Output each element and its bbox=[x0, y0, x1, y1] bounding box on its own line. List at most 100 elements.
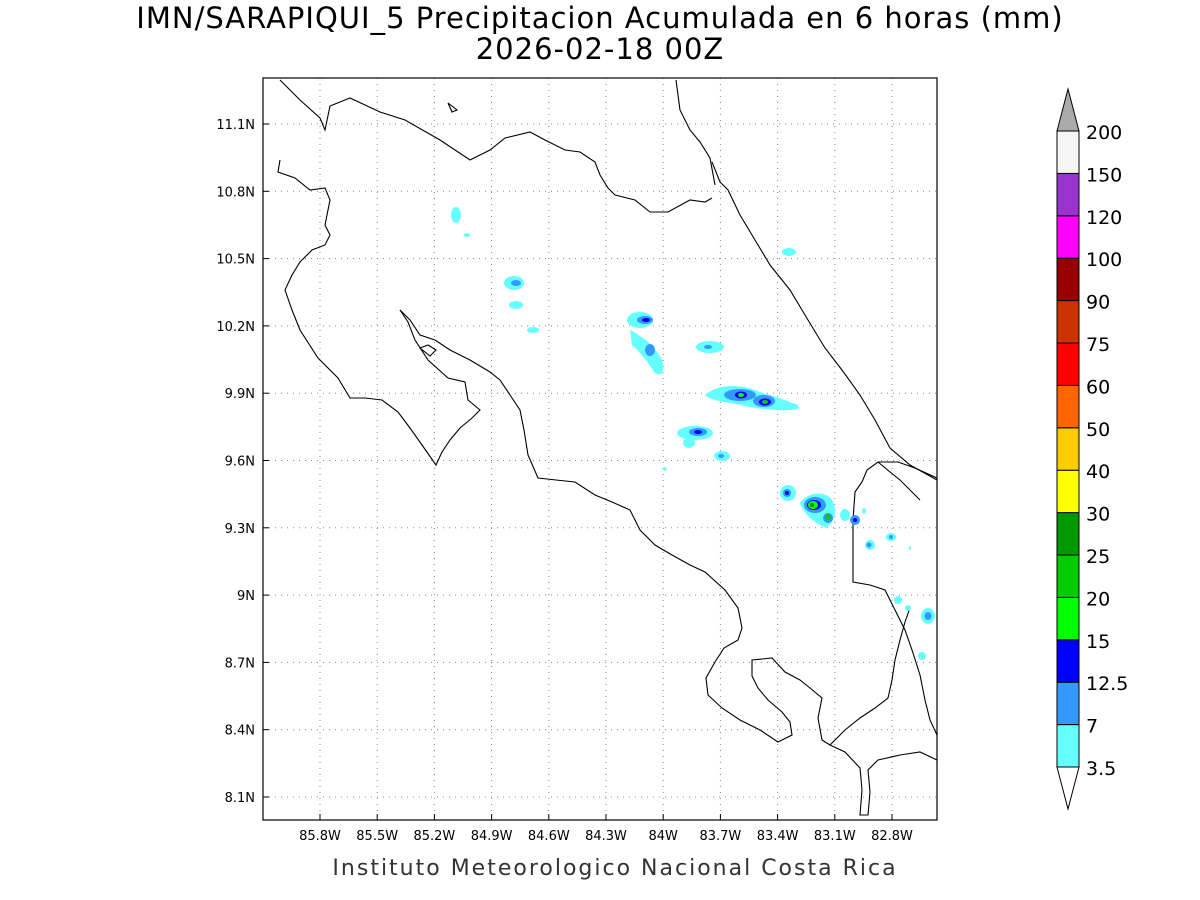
lon-tick-label: 85.8W bbox=[299, 829, 341, 844]
lon-tick-label: 84W bbox=[648, 829, 678, 844]
colorbar-swatch bbox=[1056, 469, 1080, 514]
precip-area bbox=[527, 327, 539, 333]
colorbar-swatch bbox=[1056, 172, 1080, 217]
map-subtitle-date: 2026-02-18 00Z bbox=[475, 32, 725, 66]
colorbar-lower-arrow bbox=[1056, 766, 1080, 811]
precip-area bbox=[509, 301, 523, 309]
latitude-axis: 11.1N 10.8N 10.5N 10.2N 9.9N 9.6N 9.3N 9N 8.7N 8.… bbox=[216, 118, 269, 806]
precip-area bbox=[683, 438, 695, 448]
bocas-coast bbox=[877, 461, 921, 501]
coastlines bbox=[277, 79, 937, 816]
precip-area bbox=[718, 454, 724, 458]
precip-area bbox=[924, 612, 932, 620]
lat-tick-label: 8.7N bbox=[225, 656, 255, 671]
caribbean-coast bbox=[711, 161, 937, 481]
colorbar-label: 100 bbox=[1086, 249, 1122, 271]
colorbar-swatch bbox=[1056, 342, 1080, 386]
longitude-axis: 85.8W 85.5W 85.2W 84.9W 84.6W 84.3W 84W 83.7W 83… bbox=[299, 814, 913, 844]
nicaragua-border bbox=[279, 79, 713, 213]
lat-tick-label: 8.4N bbox=[225, 724, 255, 739]
colorbar-swatch bbox=[1056, 130, 1080, 174]
colorbar-label: 12.5 bbox=[1086, 673, 1128, 695]
lat-tick-label: 9.3N bbox=[225, 522, 255, 537]
colorbar-swatch bbox=[1056, 724, 1080, 768]
colorbar-label: 200 bbox=[1086, 122, 1122, 144]
precip-area bbox=[785, 491, 789, 495]
nicaragua-east-coast bbox=[675, 79, 716, 186]
pacific-coast bbox=[277, 159, 481, 467]
precip-area bbox=[905, 605, 911, 611]
colorbar-swatch bbox=[1056, 215, 1080, 259]
lat-tick-label: 10.5N bbox=[216, 253, 255, 268]
colorbar-label: 50 bbox=[1086, 419, 1110, 441]
precip-area bbox=[782, 403, 798, 409]
lon-tick-label: 83.4W bbox=[757, 829, 799, 844]
lon-tick-label: 83.1W bbox=[814, 829, 856, 844]
panama-border bbox=[852, 461, 937, 611]
precip-area bbox=[642, 318, 650, 322]
colorbar-swatch bbox=[1056, 554, 1080, 598]
colorbar-label: 120 bbox=[1086, 207, 1122, 229]
precip-area bbox=[451, 207, 461, 223]
precip-area bbox=[738, 393, 744, 397]
footer-credit: Instituto Meteorologico Nacional Costa R… bbox=[332, 856, 898, 881]
osa-burica bbox=[829, 744, 937, 816]
lat-tick-label: 10.2N bbox=[216, 320, 255, 335]
map-title: IMN/SARAPIQUI_5 Precipitacion Acumulada … bbox=[136, 1, 1064, 35]
colorbar-label: 90 bbox=[1086, 292, 1110, 314]
lon-tick-label: 82.8W bbox=[871, 829, 913, 844]
precip-area bbox=[782, 248, 796, 256]
colorbar-label: 150 bbox=[1086, 164, 1122, 186]
colorbar-swatch bbox=[1056, 300, 1080, 344]
colorbar-label: 3.5 bbox=[1086, 758, 1116, 780]
precip-area bbox=[889, 535, 893, 539]
color-legend: 3.5 7 12.5 15 20 25 30 40 50 60 75 90 100 120 150 200 bbox=[1056, 87, 1128, 811]
colorbar-swatch bbox=[1056, 427, 1080, 471]
lat-tick-label: 9N bbox=[237, 589, 255, 604]
colorbar-label: 7 bbox=[1086, 716, 1098, 738]
colorbar-label: 30 bbox=[1086, 504, 1110, 526]
precip-area bbox=[866, 542, 872, 548]
colorbar-swatch bbox=[1056, 596, 1080, 641]
precip-area bbox=[918, 652, 926, 660]
precip-area bbox=[862, 508, 866, 514]
colorbar-label: 40 bbox=[1086, 461, 1110, 483]
lat-tick-label: 11.1N bbox=[216, 118, 255, 133]
lon-tick-label: 84.6W bbox=[528, 829, 570, 844]
precip-area bbox=[464, 233, 470, 237]
precip-area bbox=[511, 280, 521, 286]
precip-area bbox=[894, 596, 902, 604]
precip-area bbox=[645, 344, 655, 356]
lon-tick-label: 84.3W bbox=[585, 829, 627, 844]
lat-tick-label: 10.8N bbox=[216, 185, 255, 200]
precip-area bbox=[853, 518, 857, 522]
lon-tick-label: 84.9W bbox=[471, 829, 513, 844]
colorbar-upper-arrow bbox=[1056, 87, 1080, 132]
colorbar-swatch bbox=[1056, 257, 1080, 302]
lon-tick-label: 83.7W bbox=[699, 829, 741, 844]
precip-area bbox=[704, 345, 712, 349]
lon-tick-label: 85.5W bbox=[356, 829, 398, 844]
lat-tick-label: 9.9N bbox=[225, 387, 255, 402]
colorbar-label: 20 bbox=[1086, 588, 1110, 610]
precip-area bbox=[825, 514, 831, 520]
precipitation-areas bbox=[451, 207, 935, 660]
precip-area bbox=[840, 509, 850, 521]
colorbar-swatch bbox=[1056, 681, 1080, 726]
lon-tick-label: 85.2W bbox=[413, 829, 455, 844]
colorbar-swatch bbox=[1056, 512, 1080, 556]
precip-area bbox=[810, 503, 814, 507]
precip-area bbox=[909, 546, 911, 550]
colorbar-swatch bbox=[1056, 639, 1080, 683]
lat-tick-label: 9.6N bbox=[225, 455, 255, 470]
colorbar-label: 15 bbox=[1086, 631, 1110, 653]
precip-area bbox=[663, 467, 667, 471]
nicoya-island bbox=[418, 344, 437, 357]
lake-island bbox=[447, 102, 459, 113]
colorbar-label: 25 bbox=[1086, 546, 1110, 568]
precip-area bbox=[694, 430, 702, 434]
colorbar-label: 75 bbox=[1086, 334, 1110, 356]
lat-tick-label: 8.1N bbox=[225, 791, 255, 806]
chirique-coast bbox=[894, 609, 937, 736]
